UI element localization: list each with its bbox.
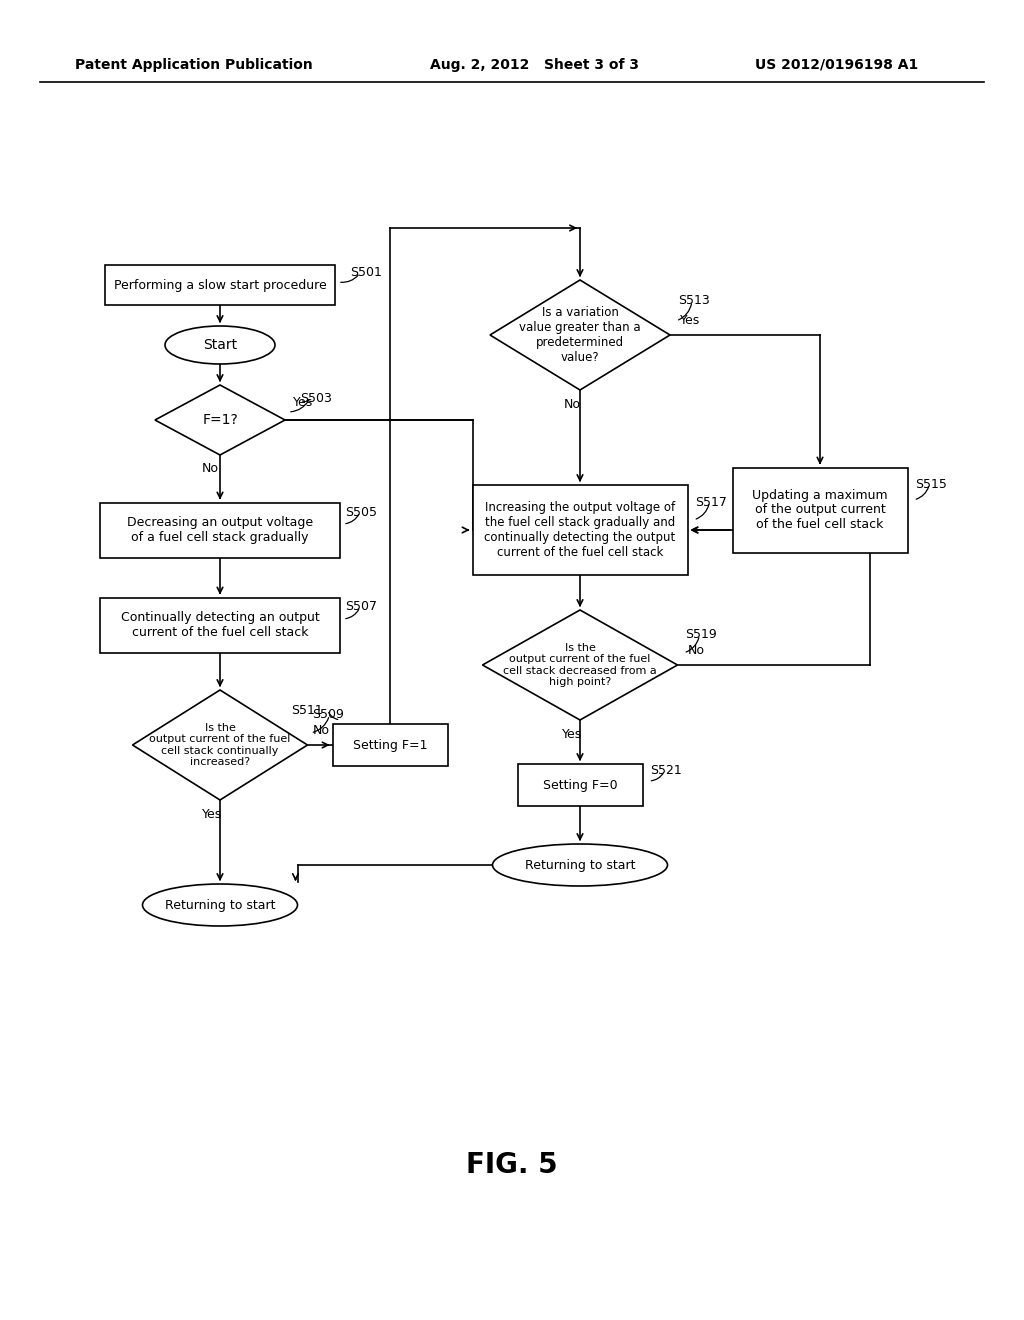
Text: Yes: Yes — [202, 808, 222, 821]
Text: S517: S517 — [695, 495, 727, 508]
FancyBboxPatch shape — [472, 484, 687, 576]
Text: S501: S501 — [350, 267, 382, 280]
Text: Increasing the output voltage of
the fuel cell stack gradually and
continually d: Increasing the output voltage of the fue… — [484, 502, 676, 558]
Text: No: No — [687, 644, 705, 657]
Ellipse shape — [142, 884, 298, 927]
Polygon shape — [155, 385, 285, 455]
Polygon shape — [482, 610, 678, 719]
Ellipse shape — [493, 843, 668, 886]
Text: S521: S521 — [650, 764, 682, 777]
Text: Yes: Yes — [293, 396, 313, 408]
Polygon shape — [490, 280, 670, 389]
Text: S515: S515 — [915, 478, 947, 491]
Text: Updating a maximum
of the output current
of the fuel cell stack: Updating a maximum of the output current… — [753, 488, 888, 532]
Text: Returning to start: Returning to start — [524, 858, 635, 871]
Text: Start: Start — [203, 338, 238, 352]
Text: S507: S507 — [345, 601, 377, 614]
Text: Is the
output current of the fuel
cell stack decreased from a
high point?: Is the output current of the fuel cell s… — [503, 643, 656, 688]
Text: Yes: Yes — [562, 727, 582, 741]
FancyBboxPatch shape — [105, 265, 335, 305]
FancyBboxPatch shape — [517, 764, 642, 807]
Text: US 2012/0196198 A1: US 2012/0196198 A1 — [755, 58, 919, 73]
Text: No: No — [202, 462, 218, 475]
Text: No: No — [563, 397, 581, 411]
Text: Continually detecting an output
current of the fuel cell stack: Continually detecting an output current … — [121, 611, 319, 639]
Text: Decreasing an output voltage
of a fuel cell stack gradually: Decreasing an output voltage of a fuel c… — [127, 516, 313, 544]
Text: S503: S503 — [300, 392, 332, 404]
Text: Yes: Yes — [680, 314, 700, 327]
Text: Setting F=0: Setting F=0 — [543, 779, 617, 792]
FancyBboxPatch shape — [732, 467, 907, 553]
Text: S513: S513 — [678, 294, 710, 308]
Text: Aug. 2, 2012   Sheet 3 of 3: Aug. 2, 2012 Sheet 3 of 3 — [430, 58, 639, 73]
Text: S505: S505 — [345, 506, 377, 519]
Text: S511: S511 — [291, 704, 323, 717]
Text: Setting F=1: Setting F=1 — [352, 738, 427, 751]
FancyBboxPatch shape — [100, 598, 340, 652]
Text: No: No — [313, 725, 330, 738]
Text: Patent Application Publication: Patent Application Publication — [75, 58, 312, 73]
Polygon shape — [132, 690, 307, 800]
Text: S509: S509 — [312, 709, 344, 722]
Ellipse shape — [165, 326, 275, 364]
Text: S519: S519 — [685, 628, 717, 642]
Text: F=1?: F=1? — [202, 413, 238, 426]
Text: Is the
output current of the fuel
cell stack continually
increased?: Is the output current of the fuel cell s… — [150, 722, 291, 767]
Text: Is a variation
value greater than a
predetermined
value?: Is a variation value greater than a pred… — [519, 306, 641, 364]
Text: FIG. 5: FIG. 5 — [466, 1151, 558, 1179]
Text: Performing a slow start procedure: Performing a slow start procedure — [114, 279, 327, 292]
FancyBboxPatch shape — [333, 723, 447, 766]
Text: Returning to start: Returning to start — [165, 899, 275, 912]
FancyBboxPatch shape — [100, 503, 340, 557]
